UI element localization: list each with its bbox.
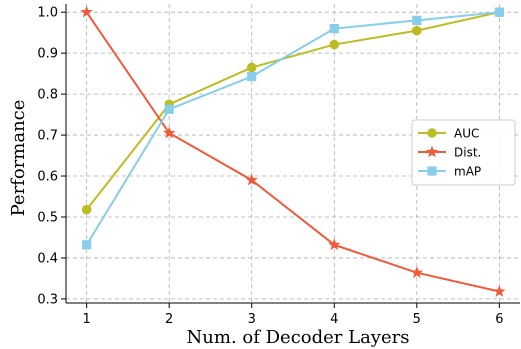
legend: AUC Dist. mAP <box>411 119 516 186</box>
legend-marker-dist <box>425 145 439 158</box>
data-point-dist <box>493 285 506 297</box>
x-tick-label: 6 <box>495 312 503 327</box>
data-point-dist <box>163 126 176 139</box>
series-line-auc <box>85 11 500 211</box>
legend-marker-auc <box>427 128 437 138</box>
x-axis-title: Num. of Decoder Layers <box>187 327 410 348</box>
data-point-auc <box>81 204 92 215</box>
legend-label-dist: Dist. <box>454 146 481 160</box>
y-tick-label: 0.8 <box>37 88 58 103</box>
legend-marker-map <box>427 166 437 176</box>
legend-label-map: mAP <box>454 165 481 179</box>
data-point-dist <box>245 173 258 186</box>
y-tick-label: 0.9 <box>37 47 58 62</box>
data-point-map <box>82 240 92 250</box>
y-tick-label: 0.3 <box>37 292 58 307</box>
data-point-map <box>494 7 504 17</box>
data-point-map <box>247 71 257 82</box>
y-tick-label: 0.5 <box>37 210 58 225</box>
y-tick-label: 0.6 <box>37 170 58 185</box>
data-point-auc <box>329 39 340 50</box>
x-tick-label: 5 <box>413 312 421 327</box>
ticks: 1 2 3 4 5 6 0.3 0.4 0.5 0.6 0.7 0.8 0.9 1.0 <box>37 6 503 327</box>
y-tick-label: 1.0 <box>37 6 58 21</box>
data-point-map <box>164 104 174 114</box>
data-point-dist <box>410 266 423 278</box>
series-line-dist <box>85 11 500 293</box>
grid <box>66 4 520 303</box>
y-tick-label: 0.4 <box>37 251 58 266</box>
data-point-map <box>412 15 422 25</box>
series-line-map <box>85 11 500 246</box>
data-point-auc <box>412 25 422 36</box>
y-axis-title: Performance <box>8 100 29 217</box>
data-point-auc <box>246 62 257 73</box>
x-tick-label: 4 <box>330 312 338 327</box>
x-tick-label: 1 <box>82 312 90 327</box>
legend-box <box>411 119 516 186</box>
data-point-dist <box>328 238 341 251</box>
series-group <box>80 5 506 297</box>
series-map <box>82 7 504 250</box>
x-tick-label: 2 <box>165 312 173 327</box>
series-dist <box>80 5 506 297</box>
y-tick-label: 0.7 <box>37 129 58 144</box>
legend-label-auc: AUC <box>454 127 479 141</box>
axes <box>65 4 520 304</box>
data-point-dist <box>80 5 93 18</box>
data-point-map <box>329 23 339 34</box>
x-tick-label: 3 <box>248 312 256 327</box>
